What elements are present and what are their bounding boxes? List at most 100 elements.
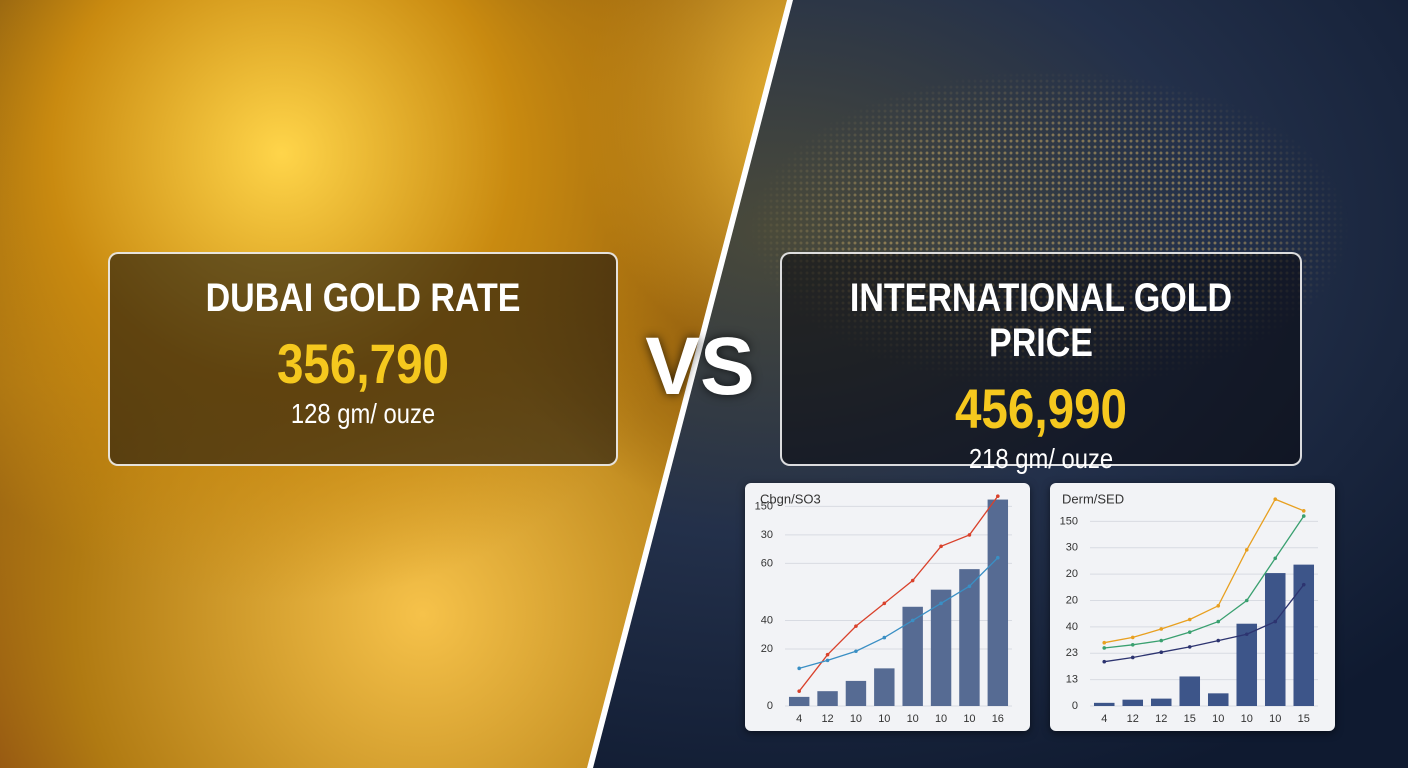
point (1301, 582, 1306, 587)
point (910, 618, 915, 623)
point (967, 533, 972, 537)
bar (1264, 573, 1286, 706)
x-tick-label: 10 (1241, 713, 1253, 725)
x-tick-label: 10 (907, 713, 919, 725)
line (1104, 584, 1305, 663)
point (1301, 509, 1306, 513)
chart-title: Derm/SED (1062, 491, 1124, 506)
x-tick-label: 10 (1269, 713, 1281, 725)
x-tick-label: 12 (821, 713, 833, 725)
bar (845, 680, 867, 706)
bar (987, 499, 1009, 706)
point (1130, 643, 1135, 647)
line (798, 495, 999, 692)
price: 456,990 (954, 377, 1128, 440)
bar (1179, 676, 1201, 706)
y-tick-label: 60 (761, 557, 773, 569)
point (797, 689, 801, 693)
y-tick-label: 0 (1072, 700, 1078, 712)
x-tick-label: 10 (935, 713, 947, 725)
y-tick-label: 30 (1066, 542, 1078, 554)
price: 356,790 (276, 332, 450, 395)
point (797, 666, 801, 671)
point (1244, 632, 1249, 637)
panel-title: INTERNATIONAL GOLD PRICE (849, 276, 1233, 365)
point (854, 624, 858, 628)
y-tick-label: 20 (761, 643, 773, 655)
line (1104, 515, 1305, 649)
vs-label: VS (645, 321, 755, 412)
international-panel: INTERNATIONAL GOLD PRICE 456,990 218 gm/… (780, 252, 1302, 474)
point (1102, 640, 1107, 645)
point (825, 652, 830, 657)
y-tick-label: 150 (1060, 515, 1078, 527)
y-tick-label: 23 (1066, 647, 1078, 659)
y-tick-label: 20 (1066, 568, 1078, 580)
line (799, 557, 999, 669)
point (882, 601, 887, 606)
x-tick-label: 10 (850, 713, 862, 725)
point (825, 658, 830, 663)
point (910, 578, 915, 583)
point (939, 544, 943, 549)
bar (1207, 693, 1229, 706)
x-tick-label: 4 (796, 713, 802, 725)
bar (874, 668, 895, 706)
point (1187, 630, 1192, 634)
x-tick-label: 10 (878, 713, 890, 725)
point (882, 635, 887, 640)
bar (930, 589, 952, 706)
x-tick-label: 15 (1298, 713, 1310, 725)
point (854, 649, 858, 654)
unit: 218 gm/ ouze (968, 443, 1114, 474)
point (1244, 598, 1249, 603)
bar (1150, 698, 1172, 706)
x-tick-label: 15 (1184, 713, 1196, 725)
bar (788, 696, 810, 706)
x-tick-label: 16 (992, 713, 1004, 725)
bar (902, 606, 923, 706)
point (996, 494, 1000, 498)
bar (959, 569, 980, 706)
point (996, 555, 1000, 560)
point (967, 584, 972, 589)
point (1130, 655, 1135, 660)
line (1104, 498, 1304, 644)
y-tick-label: 20 (1066, 594, 1078, 606)
point (1216, 638, 1221, 643)
x-tick-label: 12 (1155, 713, 1167, 725)
y-tick-label: 40 (761, 614, 773, 626)
bar (1093, 702, 1115, 706)
x-tick-label: 10 (1212, 713, 1224, 725)
point (1244, 548, 1249, 552)
panel-title: DUBAI GOLD RATE (205, 276, 521, 320)
x-tick-label: 10 (963, 713, 975, 725)
y-tick-label: 0 (767, 700, 773, 712)
point (939, 601, 943, 606)
bar (1122, 699, 1144, 706)
point (1273, 497, 1278, 502)
point (1159, 627, 1164, 631)
point (1273, 619, 1278, 624)
point (1273, 556, 1278, 561)
point (1159, 650, 1164, 654)
point (1102, 646, 1107, 650)
point (1187, 617, 1192, 622)
bar (1236, 623, 1258, 706)
y-tick-label: 13 (1066, 674, 1078, 686)
point (1159, 638, 1164, 643)
y-tick-label: 30 (761, 529, 773, 541)
point (1187, 645, 1192, 649)
x-tick-label: 4 (1101, 713, 1107, 725)
dubai-panel: DUBAI GOLD RATE 356,790 128 gm/ ouze (108, 252, 618, 466)
point (1301, 514, 1306, 518)
bar (817, 691, 838, 706)
unit: 128 gm/ ouze (290, 398, 436, 429)
y-tick-label: 150 (755, 500, 773, 512)
chart-title: Cbgn/SO3 (760, 491, 821, 506)
point (1102, 659, 1107, 664)
x-tick-label: 12 (1127, 713, 1139, 725)
point (1216, 603, 1221, 608)
